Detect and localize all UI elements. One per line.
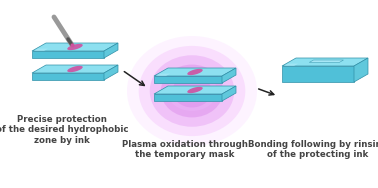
Polygon shape	[154, 86, 236, 94]
Polygon shape	[32, 43, 118, 51]
Polygon shape	[282, 58, 368, 66]
Ellipse shape	[139, 46, 245, 136]
Polygon shape	[284, 64, 298, 66]
Ellipse shape	[67, 44, 83, 50]
Text: Precise protection
of the desired hydrophobic
zone by ink: Precise protection of the desired hydrop…	[0, 115, 128, 145]
Polygon shape	[154, 76, 222, 83]
Polygon shape	[104, 43, 118, 58]
Ellipse shape	[167, 71, 217, 111]
Polygon shape	[32, 73, 104, 80]
Polygon shape	[154, 94, 222, 101]
Polygon shape	[282, 66, 354, 82]
Polygon shape	[222, 86, 236, 101]
Polygon shape	[156, 74, 170, 76]
Ellipse shape	[150, 55, 234, 127]
Polygon shape	[32, 51, 104, 58]
Ellipse shape	[127, 36, 257, 146]
Ellipse shape	[172, 74, 212, 108]
Ellipse shape	[67, 66, 83, 72]
Ellipse shape	[187, 87, 203, 93]
Polygon shape	[32, 65, 118, 73]
Polygon shape	[34, 49, 48, 51]
Ellipse shape	[161, 65, 223, 117]
Polygon shape	[309, 60, 344, 62]
Text: Plasma oxidation through
the temporary mask: Plasma oxidation through the temporary m…	[122, 140, 248, 159]
Ellipse shape	[187, 69, 203, 75]
Polygon shape	[222, 68, 236, 83]
Text: Bonding following by rinsing
of the protecting ink: Bonding following by rinsing of the prot…	[248, 140, 378, 159]
Polygon shape	[104, 65, 118, 80]
Polygon shape	[154, 68, 236, 76]
Polygon shape	[354, 58, 368, 82]
